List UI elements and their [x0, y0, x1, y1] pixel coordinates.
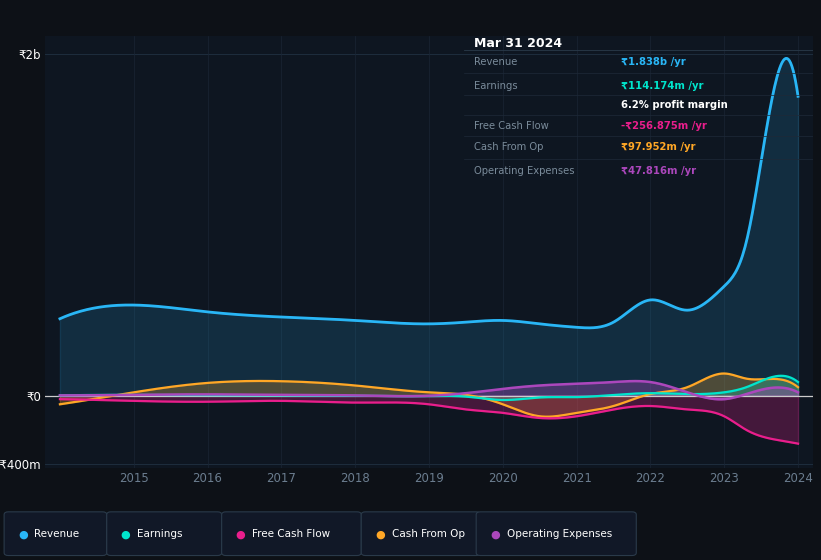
Text: -₹256.875m /yr: -₹256.875m /yr: [621, 120, 707, 130]
Text: Cash From Op: Cash From Op: [392, 529, 465, 539]
Text: ₹114.174m /yr: ₹114.174m /yr: [621, 81, 704, 91]
Text: Operating Expenses: Operating Expenses: [507, 529, 612, 539]
Text: Mar 31 2024: Mar 31 2024: [475, 38, 562, 50]
Text: ●: ●: [236, 529, 245, 539]
Text: Free Cash Flow: Free Cash Flow: [252, 529, 330, 539]
Text: Revenue: Revenue: [34, 529, 80, 539]
Text: Free Cash Flow: Free Cash Flow: [475, 120, 549, 130]
Text: 6.2% profit margin: 6.2% profit margin: [621, 100, 727, 110]
Text: ₹97.952m /yr: ₹97.952m /yr: [621, 142, 695, 152]
Text: Cash From Op: Cash From Op: [475, 142, 544, 152]
Text: ₹47.816m /yr: ₹47.816m /yr: [621, 166, 696, 176]
Text: Earnings: Earnings: [475, 81, 518, 91]
Text: Revenue: Revenue: [475, 57, 518, 67]
Text: Earnings: Earnings: [137, 529, 182, 539]
Text: ●: ●: [375, 529, 385, 539]
Text: ●: ●: [490, 529, 500, 539]
Text: ●: ●: [18, 529, 28, 539]
Text: ●: ●: [121, 529, 131, 539]
Text: Operating Expenses: Operating Expenses: [475, 166, 575, 176]
Text: ₹1.838b /yr: ₹1.838b /yr: [621, 57, 686, 67]
